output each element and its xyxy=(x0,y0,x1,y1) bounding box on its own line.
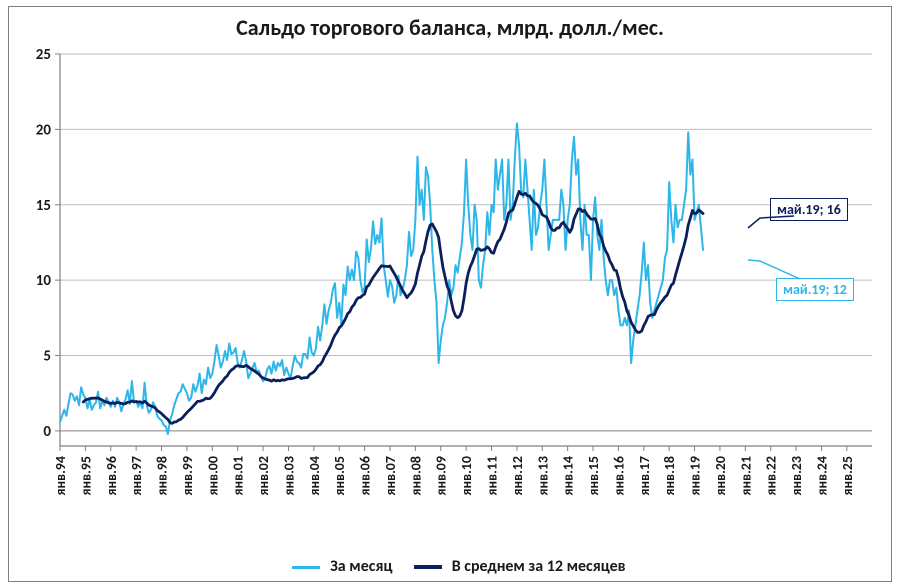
callout-avg12: май.19; 16 xyxy=(770,198,848,221)
svg-text:янв.20: янв.20 xyxy=(712,456,729,495)
svg-text:25: 25 xyxy=(36,48,51,64)
svg-text:янв.25: янв.25 xyxy=(839,456,856,495)
svg-text:янв.11: янв.11 xyxy=(484,456,501,495)
svg-text:янв.99: янв.99 xyxy=(179,456,196,495)
svg-text:янв.19: янв.19 xyxy=(687,456,704,495)
svg-text:20: 20 xyxy=(36,121,52,139)
svg-text:0: 0 xyxy=(43,423,51,441)
legend: За месяц В среднем за 12 месяцев xyxy=(0,557,900,576)
svg-text:янв.21: янв.21 xyxy=(737,456,754,495)
svg-text:янв.14: янв.14 xyxy=(560,456,577,495)
svg-text:5: 5 xyxy=(43,348,51,366)
series-avg12 xyxy=(83,192,703,424)
chart-title: Сальдо торгового баланса, млрд. долл./ме… xyxy=(0,14,900,41)
svg-text:янв.17: янв.17 xyxy=(636,456,653,495)
svg-text:янв.07: янв.07 xyxy=(382,456,399,495)
svg-text:янв.05: янв.05 xyxy=(331,456,348,495)
svg-text:янв.97: янв.97 xyxy=(128,456,145,495)
svg-text:янв.16: янв.16 xyxy=(610,456,627,495)
legend-label-avg12: В среднем за 12 месяцев xyxy=(452,557,626,576)
callout-monthly: май.19; 12 xyxy=(776,278,854,301)
plot-svg: 0 5 10 15 20 25 янв.94 янв.95 янв.96 янв.97 янв.98… xyxy=(18,48,882,528)
legend-label-monthly: За месяц xyxy=(330,557,392,576)
series-monthly xyxy=(60,123,703,434)
svg-text:янв.08: янв.08 xyxy=(407,456,424,495)
svg-text:янв.94: янв.94 xyxy=(52,456,69,495)
svg-text:янв.12: янв.12 xyxy=(509,456,526,495)
svg-text:янв.23: янв.23 xyxy=(788,456,805,495)
svg-text:янв.24: янв.24 xyxy=(813,456,830,495)
svg-text:янв.09: янв.09 xyxy=(433,456,450,495)
legend-swatch-avg12 xyxy=(414,565,442,569)
svg-text:янв.95: янв.95 xyxy=(77,456,94,495)
svg-text:янв.18: янв.18 xyxy=(661,456,678,495)
svg-text:янв.02: янв.02 xyxy=(255,456,272,495)
plot-area: 0 5 10 15 20 25 янв.94 янв.95 янв.96 янв.97 янв.98… xyxy=(18,48,882,528)
svg-text:янв.22: янв.22 xyxy=(763,456,780,495)
svg-text:янв.00: янв.00 xyxy=(204,456,221,495)
svg-text:янв.98: янв.98 xyxy=(154,456,171,495)
svg-text:10: 10 xyxy=(36,272,52,290)
svg-text:янв.03: янв.03 xyxy=(280,456,297,495)
svg-text:15: 15 xyxy=(36,197,51,215)
svg-text:янв.04: янв.04 xyxy=(306,456,323,495)
svg-text:янв.96: янв.96 xyxy=(103,456,120,495)
svg-text:янв.13: янв.13 xyxy=(534,456,551,495)
svg-text:янв.01: янв.01 xyxy=(230,456,247,495)
svg-text:янв.06: янв.06 xyxy=(357,456,374,495)
svg-text:янв.15: янв.15 xyxy=(585,456,602,495)
legend-swatch-monthly xyxy=(292,566,320,569)
chart-frame: Сальдо торгового баланса, млрд. долл./ме… xyxy=(0,0,900,588)
svg-text:янв.10: янв.10 xyxy=(458,456,475,495)
